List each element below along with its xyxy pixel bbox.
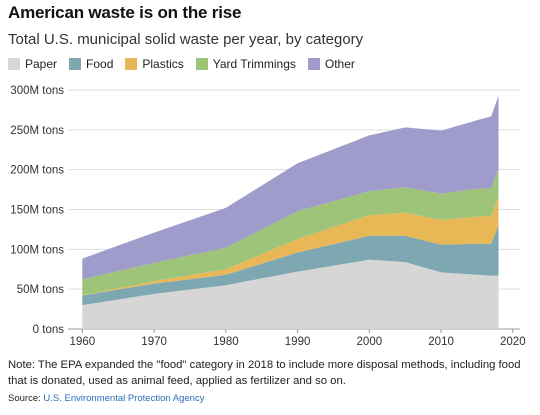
legend-label-food: Food (86, 57, 114, 71)
legend-item-yard-trimmings: Yard Trimmings (195, 57, 296, 71)
legend-label-plastics: Plastics (142, 57, 184, 71)
source-label: Source: (8, 393, 41, 404)
legend-swatch-food (69, 58, 82, 70)
y-tick-label: 50M tons (17, 284, 65, 296)
axis-layer: 0 tons 50M tons 100M tons 150M tons 200M ton… (10, 85, 525, 348)
legend-item-food: Food (69, 57, 113, 71)
area-layer (82, 95, 499, 329)
area-other (82, 95, 499, 280)
x-tick-label: 2020 (500, 336, 526, 348)
legend-label-yard-trimmings: Yard Trimmings (212, 57, 296, 71)
chart-title: American waste is on the rise (8, 3, 242, 22)
area-yard-trimmings (82, 168, 499, 296)
legend-label-paper: Paper (25, 57, 58, 71)
legend-item-paper: Paper (8, 57, 57, 71)
legend-swatch-paper (8, 58, 20, 70)
source-line: Source: U.S. Environmental Protection Ag… (8, 393, 204, 404)
legend-swatch-yard-trimmings (195, 58, 208, 70)
chart-subtitle: Total U.S. municipal solid waste per yea… (8, 31, 364, 48)
x-tick-label: 1960 (70, 336, 96, 348)
x-tick-label: 2000 (357, 336, 383, 348)
y-tick-label: 100M tons (10, 244, 64, 256)
area-paper (82, 259, 499, 329)
area-plastics (82, 196, 499, 296)
x-tick-label: 1990 (285, 336, 311, 348)
x-tick-label: 2010 (428, 336, 454, 348)
legend: Paper Food Plastics Yard Trimmings Other (8, 57, 367, 71)
legend-swatch-other (307, 58, 320, 70)
source-link[interactable]: U.S. Environmental Protection Agency (43, 393, 205, 404)
x-tick-label: 1980 (213, 336, 239, 348)
legend-item-other: Other (307, 57, 355, 71)
y-tick-label: 200M tons (10, 165, 64, 177)
x-tick-label: 1970 (141, 336, 167, 348)
legend-label-other: Other (324, 57, 355, 71)
y-tick-label: 300M tons (10, 85, 64, 97)
area-food (82, 225, 499, 306)
y-tick-label: 250M tons (10, 125, 64, 137)
footnote: Note: The EPA expanded the "food" catego… (8, 359, 521, 387)
legend-item-plastics: Plastics (125, 57, 184, 71)
stacked-area-chart: 0 tons 50M tons 100M tons 150M tons 200M ton… (10, 85, 525, 348)
y-tick-label: 150M tons (10, 205, 64, 217)
legend-swatch-plastics (125, 58, 138, 70)
y-tick-label: 0 tons (33, 324, 65, 336)
